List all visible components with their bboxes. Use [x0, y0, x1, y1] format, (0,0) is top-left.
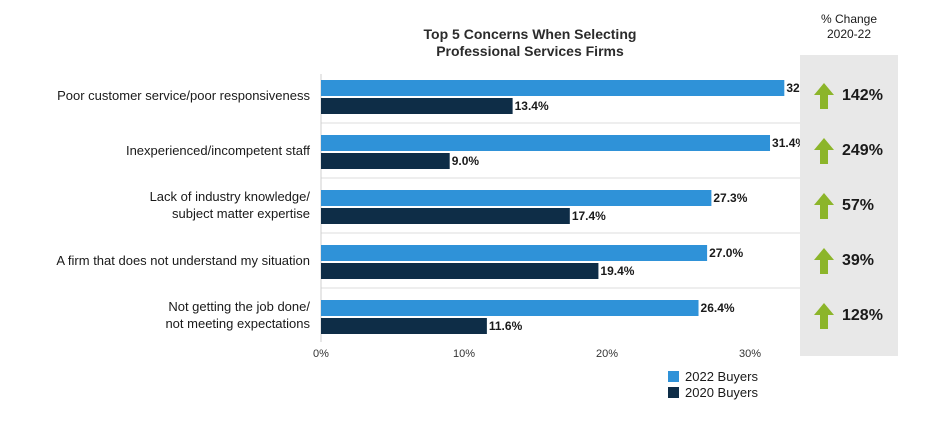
x-tick-label: 0%	[313, 348, 329, 360]
bar-value-label: 13.4%	[515, 99, 549, 113]
percent-change-box	[800, 55, 898, 356]
percent-change-value: 128%	[842, 307, 883, 324]
category-label-line: subject matter expertise	[171, 206, 310, 221]
percent-change-heading-line-1: % Change	[820, 12, 878, 26]
category-label: Inexperienced/incompetent staff	[10, 142, 310, 159]
percent-change-value: 39%	[842, 252, 875, 269]
bar-value-label: 17.4%	[572, 209, 606, 223]
bar-2020	[321, 263, 599, 279]
bar-value-label: 9.0%	[452, 154, 480, 168]
bar-2020	[321, 153, 450, 169]
bar-2022	[321, 80, 785, 96]
up-arrow-icon	[814, 248, 834, 274]
bar-2020	[321, 98, 513, 114]
up-arrow-icon	[814, 193, 834, 219]
category-label-line: Inexperienced/incompetent staff	[125, 142, 310, 158]
percent-change-value: 249%	[842, 142, 883, 159]
chart-title-line-2: Professional Services Firms	[436, 43, 624, 59]
up-arrow-icon	[814, 138, 834, 164]
category-label-line: Not getting the job done/	[168, 299, 310, 314]
percent-change-value: 142%	[842, 87, 883, 104]
bar-2020	[321, 208, 570, 224]
bar-2022	[321, 190, 712, 206]
percent-change-value: 57%	[842, 197, 875, 214]
category-label: Lack of industry knowledge/subject matte…	[10, 188, 310, 222]
up-arrow-icon	[814, 83, 834, 109]
percent-change-item: 128%	[810, 302, 898, 332]
category-label-line: Poor customer service/poor responsivenes…	[57, 87, 310, 103]
percent-change-heading-line-2: 2020-22	[826, 27, 872, 41]
bar-value-label: 11.6%	[489, 319, 523, 333]
percent-change-item: 249%	[810, 137, 898, 167]
category-label-line: Lack of industry knowledge/	[149, 189, 310, 204]
x-tick-label: 10%	[453, 348, 475, 360]
legend-swatch-2022	[668, 370, 679, 382]
legend-item-2020: 2020 Buyers	[668, 384, 758, 400]
category-label: A firm that does not understand my situa…	[10, 252, 310, 269]
bar-value-label: 26.4%	[701, 301, 735, 315]
percent-change-item: 142%	[810, 82, 898, 112]
bar-value-label: 31.4%	[772, 136, 806, 150]
chart-title: Top 5 Concerns When Selecting Profession…	[360, 26, 700, 60]
percent-change-heading: % Change 2020-22	[800, 12, 898, 42]
bar-value-label: 27.3%	[713, 191, 747, 205]
category-label-line: A firm that does not understand my situa…	[56, 252, 310, 268]
legend-label-2020: 2020 Buyers	[685, 384, 758, 400]
category-label-line: not meeting expectations	[165, 316, 310, 331]
percent-change-item: 57%	[810, 192, 898, 222]
percent-change-item: 39%	[810, 247, 898, 277]
bar-value-label: 27.0%	[709, 246, 743, 260]
bar-2022	[321, 300, 699, 316]
legend-label-2022: 2022 Buyers	[685, 368, 758, 384]
bar-value-label: 19.4%	[600, 264, 634, 278]
bar-2022	[321, 245, 708, 261]
x-tick-label: 20%	[596, 348, 618, 360]
chart-title-line-1: Top 5 Concerns When Selecting	[423, 26, 637, 42]
bar-2020	[321, 318, 487, 334]
legend-swatch-2020	[668, 386, 679, 398]
x-tick-label: 30%	[739, 348, 761, 360]
percent-change-panel: % Change 2020-22 142% 249% 57% 39% 128%	[800, 0, 898, 356]
category-label: Poor customer service/poor responsivenes…	[10, 87, 310, 104]
category-label: Not getting the job done/not meeting exp…	[10, 298, 310, 332]
legend: 2022 Buyers 2020 Buyers	[668, 368, 758, 400]
bar-2022	[321, 135, 771, 151]
legend-item-2022: 2022 Buyers	[668, 368, 758, 384]
up-arrow-icon	[814, 303, 834, 329]
